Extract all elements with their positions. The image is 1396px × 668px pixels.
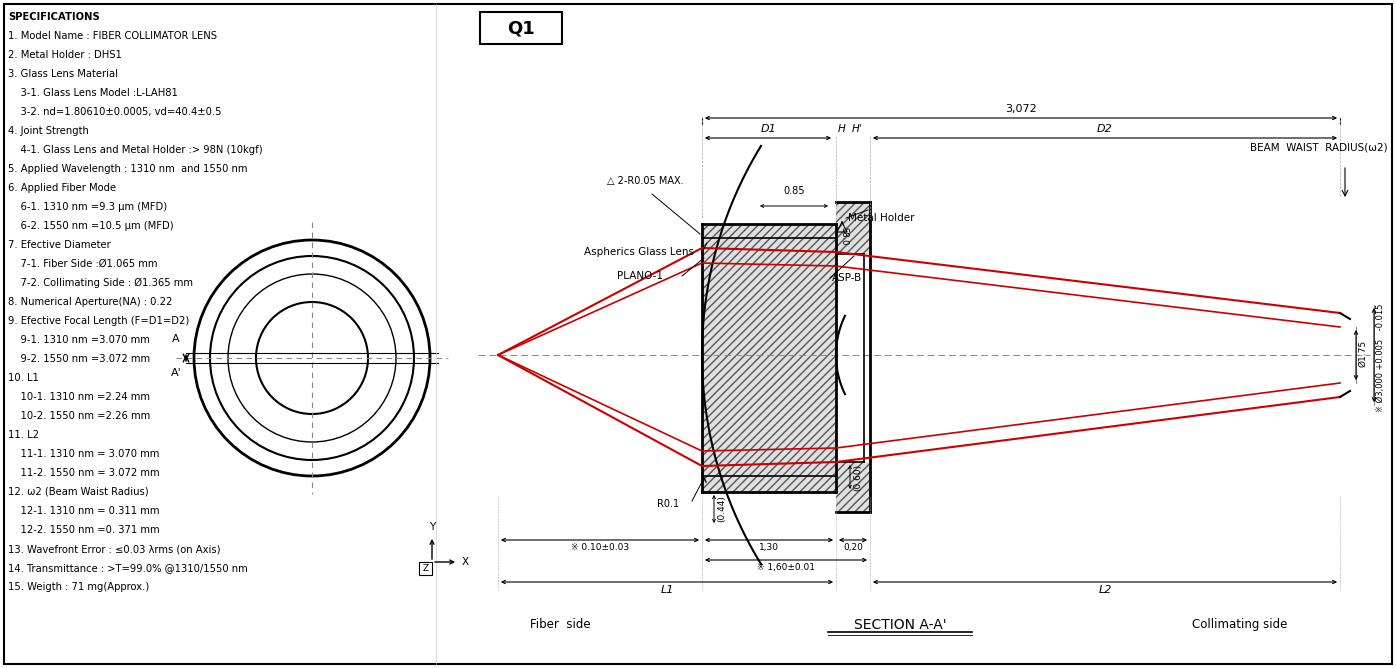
Text: 9-1. 1310 nm =3.070 mm: 9-1. 1310 nm =3.070 mm (8, 335, 149, 345)
Text: Aspherics Glass Lens: Aspherics Glass Lens (584, 247, 694, 257)
Text: 0.85: 0.85 (783, 186, 804, 196)
Text: Fiber  side: Fiber side (529, 618, 591, 631)
Text: 4-1. Glass Lens and Metal Holder :> 98N (10kgf): 4-1. Glass Lens and Metal Holder :> 98N … (8, 145, 262, 155)
Text: 11-1. 1310 nm = 3.070 mm: 11-1. 1310 nm = 3.070 mm (8, 449, 159, 459)
Bar (419, 562, 431, 575)
Text: A: A (172, 334, 180, 344)
Text: 10. L1: 10. L1 (8, 373, 39, 383)
Text: △ 2-R0.05 MAX.: △ 2-R0.05 MAX. (607, 176, 684, 186)
Text: 7. Efective Diameter: 7. Efective Diameter (8, 240, 110, 250)
Text: 3-1. Glass Lens Model :L-LAH81: 3-1. Glass Lens Model :L-LAH81 (8, 88, 177, 98)
Text: 4. Joint Strength: 4. Joint Strength (8, 126, 89, 136)
Bar (702, 476, 836, 492)
Bar (702, 238, 836, 476)
Text: 7-2. Collimating Side : Ø1.365 mm: 7-2. Collimating Side : Ø1.365 mm (8, 278, 193, 288)
Bar (480, 12, 563, 44)
Text: 12-1. 1310 nm = 0.311 mm: 12-1. 1310 nm = 0.311 mm (8, 506, 159, 516)
Text: 2. Metal Holder : DHS1: 2. Metal Holder : DHS1 (8, 50, 121, 60)
Text: ASP-B: ASP-B (832, 273, 863, 283)
Text: 13. Wavefront Error : ≤0.03 λrms (on Axis): 13. Wavefront Error : ≤0.03 λrms (on Axi… (8, 544, 221, 554)
Text: -0.015: -0.015 (1376, 303, 1385, 367)
Text: SPECIFICATIONS: SPECIFICATIONS (8, 12, 99, 22)
Text: 9. Efective Focal Length (F=D1=D2): 9. Efective Focal Length (F=D1=D2) (8, 316, 190, 326)
Text: 5. Applied Wavelength : 1310 nm  and 1550 nm: 5. Applied Wavelength : 1310 nm and 1550… (8, 164, 247, 174)
Bar (702, 224, 836, 238)
Text: Y: Y (429, 522, 436, 532)
Text: R0.1: R0.1 (658, 499, 678, 509)
Text: 10-1. 1310 nm =2.24 mm: 10-1. 1310 nm =2.24 mm (8, 392, 149, 402)
Text: H': H' (852, 124, 861, 134)
Text: L2: L2 (1099, 585, 1111, 595)
Text: 3. Glass Lens Material: 3. Glass Lens Material (8, 69, 119, 79)
Text: 12-2. 1550 nm =0. 371 mm: 12-2. 1550 nm =0. 371 mm (8, 525, 159, 535)
Text: Metal Holder: Metal Holder (847, 213, 914, 223)
Text: ※ 1,60±0.01: ※ 1,60±0.01 (757, 563, 815, 572)
Text: D1: D1 (761, 124, 778, 134)
Bar (836, 462, 870, 512)
Text: Ø1.75: Ø1.75 (1358, 339, 1367, 367)
Text: H: H (838, 124, 846, 134)
Text: L1: L1 (660, 585, 674, 595)
Text: Q1: Q1 (507, 19, 535, 37)
Text: 0,20: 0,20 (843, 543, 863, 552)
Text: (0.44): (0.44) (718, 496, 726, 522)
Text: 9-2. 1550 nm =3.072 mm: 9-2. 1550 nm =3.072 mm (8, 354, 151, 364)
Text: 10-2. 1550 nm =2.26 mm: 10-2. 1550 nm =2.26 mm (8, 411, 151, 421)
Text: 6-2. 1550 nm =10.5 μm (MFD): 6-2. 1550 nm =10.5 μm (MFD) (8, 221, 173, 231)
Text: 15. Weigth : 71 mg(Approx.): 15. Weigth : 71 mg(Approx.) (8, 582, 149, 592)
Text: 1,30: 1,30 (759, 543, 779, 552)
Text: 8. Numerical Aperture(NA) : 0.22: 8. Numerical Aperture(NA) : 0.22 (8, 297, 172, 307)
Bar (836, 202, 870, 254)
Text: 3,072: 3,072 (1005, 104, 1037, 114)
Text: D2: D2 (1097, 124, 1113, 134)
Text: 7-1. Fiber Side :Ø1.065 mm: 7-1. Fiber Side :Ø1.065 mm (8, 259, 158, 269)
Text: 6-1. 1310 nm =9.3 μm (MFD): 6-1. 1310 nm =9.3 μm (MFD) (8, 202, 168, 212)
Text: (0.60): (0.60) (853, 464, 861, 490)
Text: Z: Z (423, 564, 429, 573)
Text: X: X (462, 557, 469, 567)
Text: SECTION A-A': SECTION A-A' (854, 618, 946, 632)
Text: 11. L2: 11. L2 (8, 430, 39, 440)
Text: 11-2. 1550 nm = 3.072 mm: 11-2. 1550 nm = 3.072 mm (8, 468, 159, 478)
Text: ※ 0.10±0.03: ※ 0.10±0.03 (571, 543, 630, 552)
Text: A': A' (170, 368, 181, 378)
Text: 3-2. nd=1.80610±0.0005, vd=40.4±0.5: 3-2. nd=1.80610±0.0005, vd=40.4±0.5 (8, 107, 222, 117)
Text: 14. Transmittance : >T=99.0% @1310/1550 nm: 14. Transmittance : >T=99.0% @1310/1550 … (8, 563, 247, 573)
Text: 6. Applied Fiber Mode: 6. Applied Fiber Mode (8, 183, 116, 193)
Text: BEAM  WAIST  RADIUS(ω2): BEAM WAIST RADIUS(ω2) (1251, 142, 1388, 152)
Text: PLANO-1: PLANO-1 (617, 271, 663, 281)
Text: Collimating side: Collimating side (1192, 618, 1287, 631)
Text: ※ Ø3,000 +0.005: ※ Ø3,000 +0.005 (1376, 339, 1385, 411)
Text: 12. ω2 (Beam Waist Radius): 12. ω2 (Beam Waist Radius) (8, 487, 148, 497)
Text: 1. Model Name : FIBER COLLIMATOR LENS: 1. Model Name : FIBER COLLIMATOR LENS (8, 31, 216, 41)
Text: S8.0: S8.0 (840, 227, 849, 246)
